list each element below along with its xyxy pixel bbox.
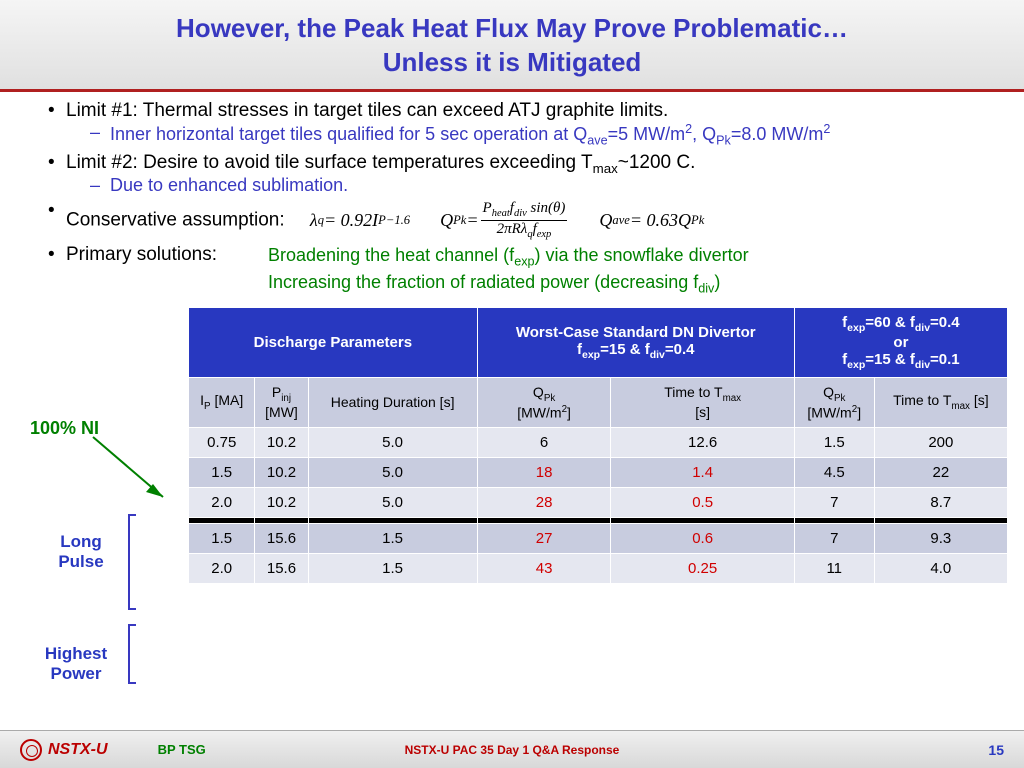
- data-table: Discharge Parameters Worst-Case Standard…: [188, 307, 1008, 583]
- table-row: 1.515.61.5270.679.3: [189, 523, 1008, 553]
- highest-power-label: HighestPower: [26, 644, 126, 684]
- th-worst-case: Worst-Case Standard DN Divertor fexp=15 …: [477, 308, 794, 378]
- eq-qave: Qave = 0.63QPk: [599, 210, 704, 231]
- bullet-limit-1: Limit #1: Thermal stresses in target til…: [48, 100, 976, 148]
- long-pulse-label: LongPulse: [36, 532, 126, 572]
- table-row: 1.510.25.0181.44.522: [189, 457, 1008, 487]
- sub-limit-1: Inner horizontal target tiles qualified …: [90, 122, 976, 148]
- table-row: 0.7510.25.0612.61.5200: [189, 427, 1008, 457]
- eq-lambda: λq = 0.92IP−1.6: [310, 210, 410, 231]
- sub-limit-2: Due to enhanced sublimation.: [90, 175, 976, 196]
- th-pinj: Pinj [MW]: [255, 378, 308, 427]
- th-duration: Heating Duration [s]: [308, 378, 477, 427]
- th-qpk2: QPk [MW/m2]: [794, 378, 874, 427]
- title-line-2: Unless it is Mitigated: [383, 47, 642, 77]
- data-table-wrap: Discharge Parameters Worst-Case Standard…: [188, 307, 976, 583]
- th-discharge: Discharge Parameters: [189, 308, 478, 378]
- th-tmax1: Time to Tmax [s]: [611, 378, 794, 427]
- arrow-icon: [88, 432, 178, 512]
- th-ip: IP [MA]: [189, 378, 255, 427]
- footer-center: NSTX-U PAC 35 Day 1 Q&A Response: [405, 743, 620, 757]
- th-tmax2: Time to Tmax [s]: [874, 378, 1007, 427]
- nstx-logo-icon: [20, 739, 42, 761]
- th-mitigated: fexp=60 & fdiv=0.4 or fexp=15 & fdiv=0.1: [794, 308, 1007, 378]
- table-body: 0.7510.25.0612.61.52001.510.25.0181.44.5…: [189, 427, 1008, 583]
- solutions-text: Broadening the heat channel (fexp) via t…: [268, 244, 749, 297]
- title-line-1: However, the Peak Heat Flux May Prove Pr…: [176, 13, 848, 43]
- equations: λq = 0.92IP−1.6 QPk = Pheatfdiv sin(θ)2π…: [310, 200, 704, 240]
- bullet-conservative: Conservative assumption: λq = 0.92IP−1.6…: [48, 200, 976, 240]
- bracket-long: [128, 514, 136, 610]
- bullet-list: Limit #1: Thermal stresses in target til…: [48, 100, 976, 240]
- bracket-high: [128, 624, 136, 684]
- table-row: 2.015.61.5430.25114.0: [189, 553, 1008, 583]
- primary-solutions-label: Primary solutions:: [48, 244, 256, 266]
- bptsg-label: BP TSG: [158, 742, 206, 757]
- slide-title: However, the Peak Heat Flux May Prove Pr…: [40, 12, 984, 80]
- nstxu-label: NSTX-U: [48, 741, 108, 759]
- page-number: 15: [988, 742, 1004, 758]
- th-qpk1: QPk [MW/m2]: [477, 378, 611, 427]
- bullet-limit-2: Limit #2: Desire to avoid tile surface t…: [48, 152, 976, 197]
- slide-footer: NSTX-U BP TSG NSTX-U PAC 35 Day 1 Q&A Re…: [0, 730, 1024, 768]
- table-header-2: IP [MA] Pinj [MW] Heating Duration [s] Q…: [189, 378, 1008, 427]
- table-header-1: Discharge Parameters Worst-Case Standard…: [189, 308, 1008, 378]
- solutions-row: Primary solutions: Broadening the heat c…: [48, 244, 976, 297]
- slide-header: However, the Peak Heat Flux May Prove Pr…: [0, 0, 1024, 92]
- table-row: 2.010.25.0280.578.7: [189, 487, 1008, 517]
- eq-qpk: QPk = Pheatfdiv sin(θ)2πRλqfexp: [440, 200, 569, 240]
